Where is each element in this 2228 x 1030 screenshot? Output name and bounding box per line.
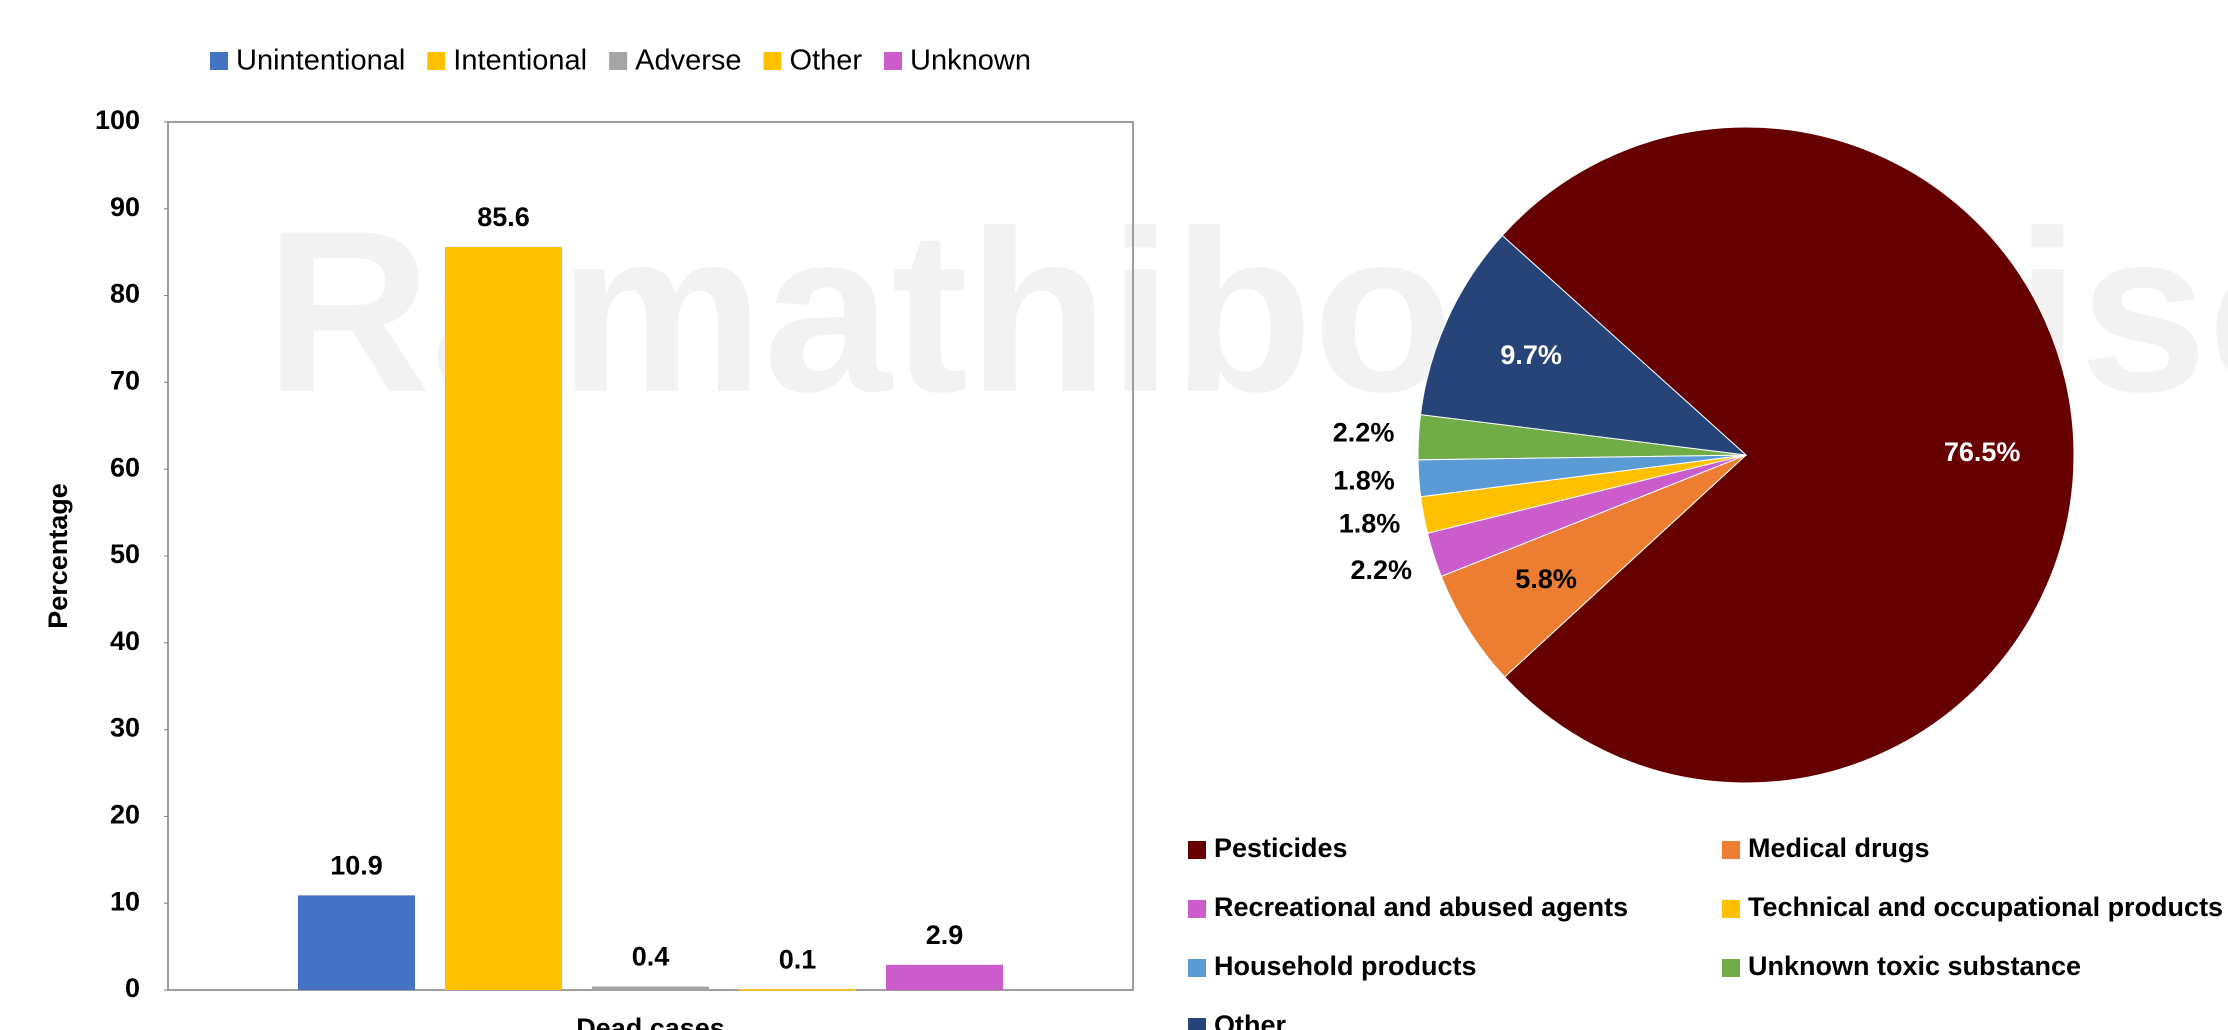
bar <box>886 964 1003 990</box>
y-tick-label: 0 <box>125 973 140 1003</box>
legend-label: Other <box>790 45 863 77</box>
bar <box>298 895 415 990</box>
legend-swatch <box>427 52 446 70</box>
legend-swatch <box>1188 1018 1206 1030</box>
data-label: 1.8% <box>1333 465 1395 495</box>
data-label: 2.2% <box>1350 555 1412 585</box>
data-label: 85.6 <box>477 202 530 232</box>
data-label: 2.9 <box>926 920 964 950</box>
pie-slice <box>1419 234 1748 456</box>
legend-label: Adverse <box>635 45 741 77</box>
data-label: 9.7% <box>1500 340 1562 370</box>
data-label: 5.8% <box>1515 564 1577 594</box>
y-tick-label: 10 <box>110 886 140 916</box>
y-tick-label: 40 <box>110 626 140 656</box>
x-tick-label: Dead cases <box>576 1013 725 1030</box>
legend-label: Other <box>1214 1010 1287 1030</box>
y-tick-label: 60 <box>110 452 140 482</box>
legend-label: Pesticides <box>1214 833 1348 863</box>
legend-label: Intentional <box>453 45 587 77</box>
legend-swatch <box>210 52 228 70</box>
y-tick-label: 100 <box>95 105 140 135</box>
legend-swatch <box>1188 841 1206 859</box>
y-tick-label: 90 <box>110 192 140 222</box>
y-tick-label: 50 <box>110 539 140 569</box>
legend-swatch <box>1188 900 1206 918</box>
legend-label: Medical drugs <box>1748 833 1930 863</box>
data-label: 0.4 <box>632 942 670 972</box>
legend-swatch <box>884 52 903 70</box>
data-label: 76.5% <box>1944 437 2021 467</box>
legend-swatch <box>763 52 782 70</box>
legend-label: Unknown toxic substance <box>1748 951 2081 981</box>
y-axis-label: Percentage <box>43 483 73 629</box>
legend-label: Unintentional <box>236 45 405 77</box>
bar <box>592 986 709 990</box>
legend-label: Recreational and abused agents <box>1214 892 1628 922</box>
legend-label: Household products <box>1214 951 1477 981</box>
y-tick-label: 70 <box>110 366 140 396</box>
y-tick-label: 30 <box>110 713 140 743</box>
data-label: 0.1 <box>779 944 817 974</box>
y-tick-label: 20 <box>110 800 140 830</box>
y-tick-label: 80 <box>110 279 140 309</box>
legend-swatch <box>609 52 628 70</box>
legend-swatch <box>1722 959 1740 977</box>
bar <box>739 989 856 991</box>
legend-swatch <box>1722 900 1740 918</box>
data-label: 1.8% <box>1339 508 1401 538</box>
data-label: 2.2% <box>1333 417 1395 447</box>
legend-swatch <box>1188 959 1206 977</box>
legend-label: Unknown <box>910 45 1031 77</box>
pie-slice <box>1501 126 2075 784</box>
bar <box>445 246 562 990</box>
legend-swatch <box>1722 841 1740 859</box>
data-label: 10.9 <box>330 851 383 881</box>
legend-label: Technical and occupational products <box>1748 892 2223 922</box>
